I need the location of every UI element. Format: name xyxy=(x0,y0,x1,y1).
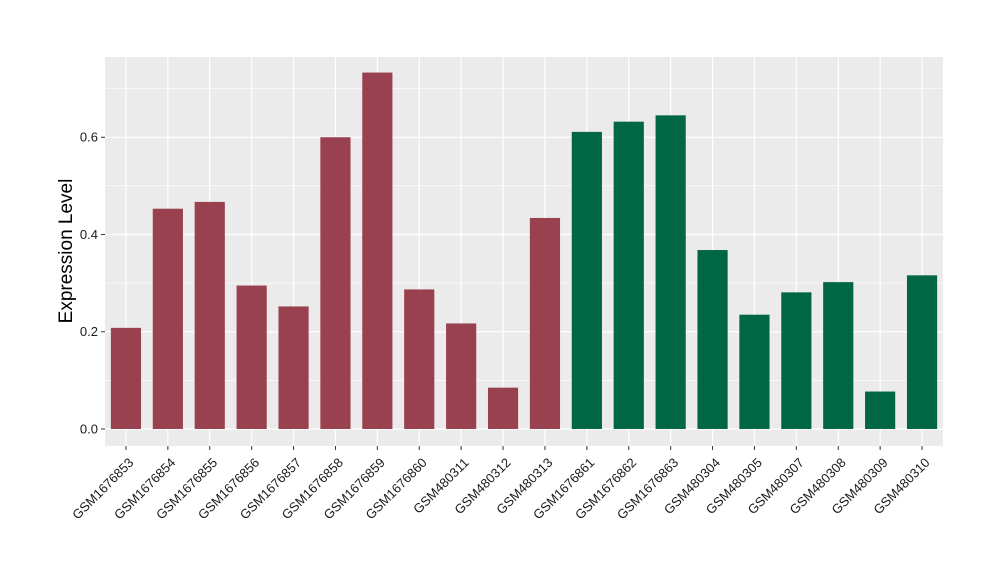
bar-GSM480311 xyxy=(446,323,477,429)
y-tick-label: 0.6 xyxy=(80,130,98,145)
bar-GSM1676863 xyxy=(655,115,686,429)
bar-GSM480313 xyxy=(529,217,561,429)
bar-GSM1676858 xyxy=(320,137,351,429)
bar-GSM480308 xyxy=(823,282,854,429)
bar-GSM480305 xyxy=(739,314,770,429)
bar-GSM1676862 xyxy=(613,121,644,429)
bar-GSM1676856 xyxy=(236,285,267,429)
bar-GSM1676860 xyxy=(404,289,435,429)
bar-GSM480304 xyxy=(697,250,728,429)
y-tick-label: 0.2 xyxy=(80,324,98,339)
bar-GSM480307 xyxy=(781,292,812,429)
y-tick-label: 0.4 xyxy=(80,227,98,242)
bar-GSM480310 xyxy=(906,275,938,429)
bar-GSM1676859 xyxy=(362,72,393,429)
bar-GSM1676855 xyxy=(194,201,225,429)
y-axis-title: Expression Level xyxy=(56,179,77,324)
bar-GSM480312 xyxy=(487,387,519,429)
bar-GSM1676854 xyxy=(152,208,183,429)
bar-GSM480309 xyxy=(865,391,896,429)
bar-GSM1676853 xyxy=(110,327,142,429)
plot-panel xyxy=(105,57,943,446)
y-tick-label: 0.0 xyxy=(80,421,98,436)
bar-GSM1676857 xyxy=(278,306,309,429)
bar-GSM1676861 xyxy=(571,131,602,429)
